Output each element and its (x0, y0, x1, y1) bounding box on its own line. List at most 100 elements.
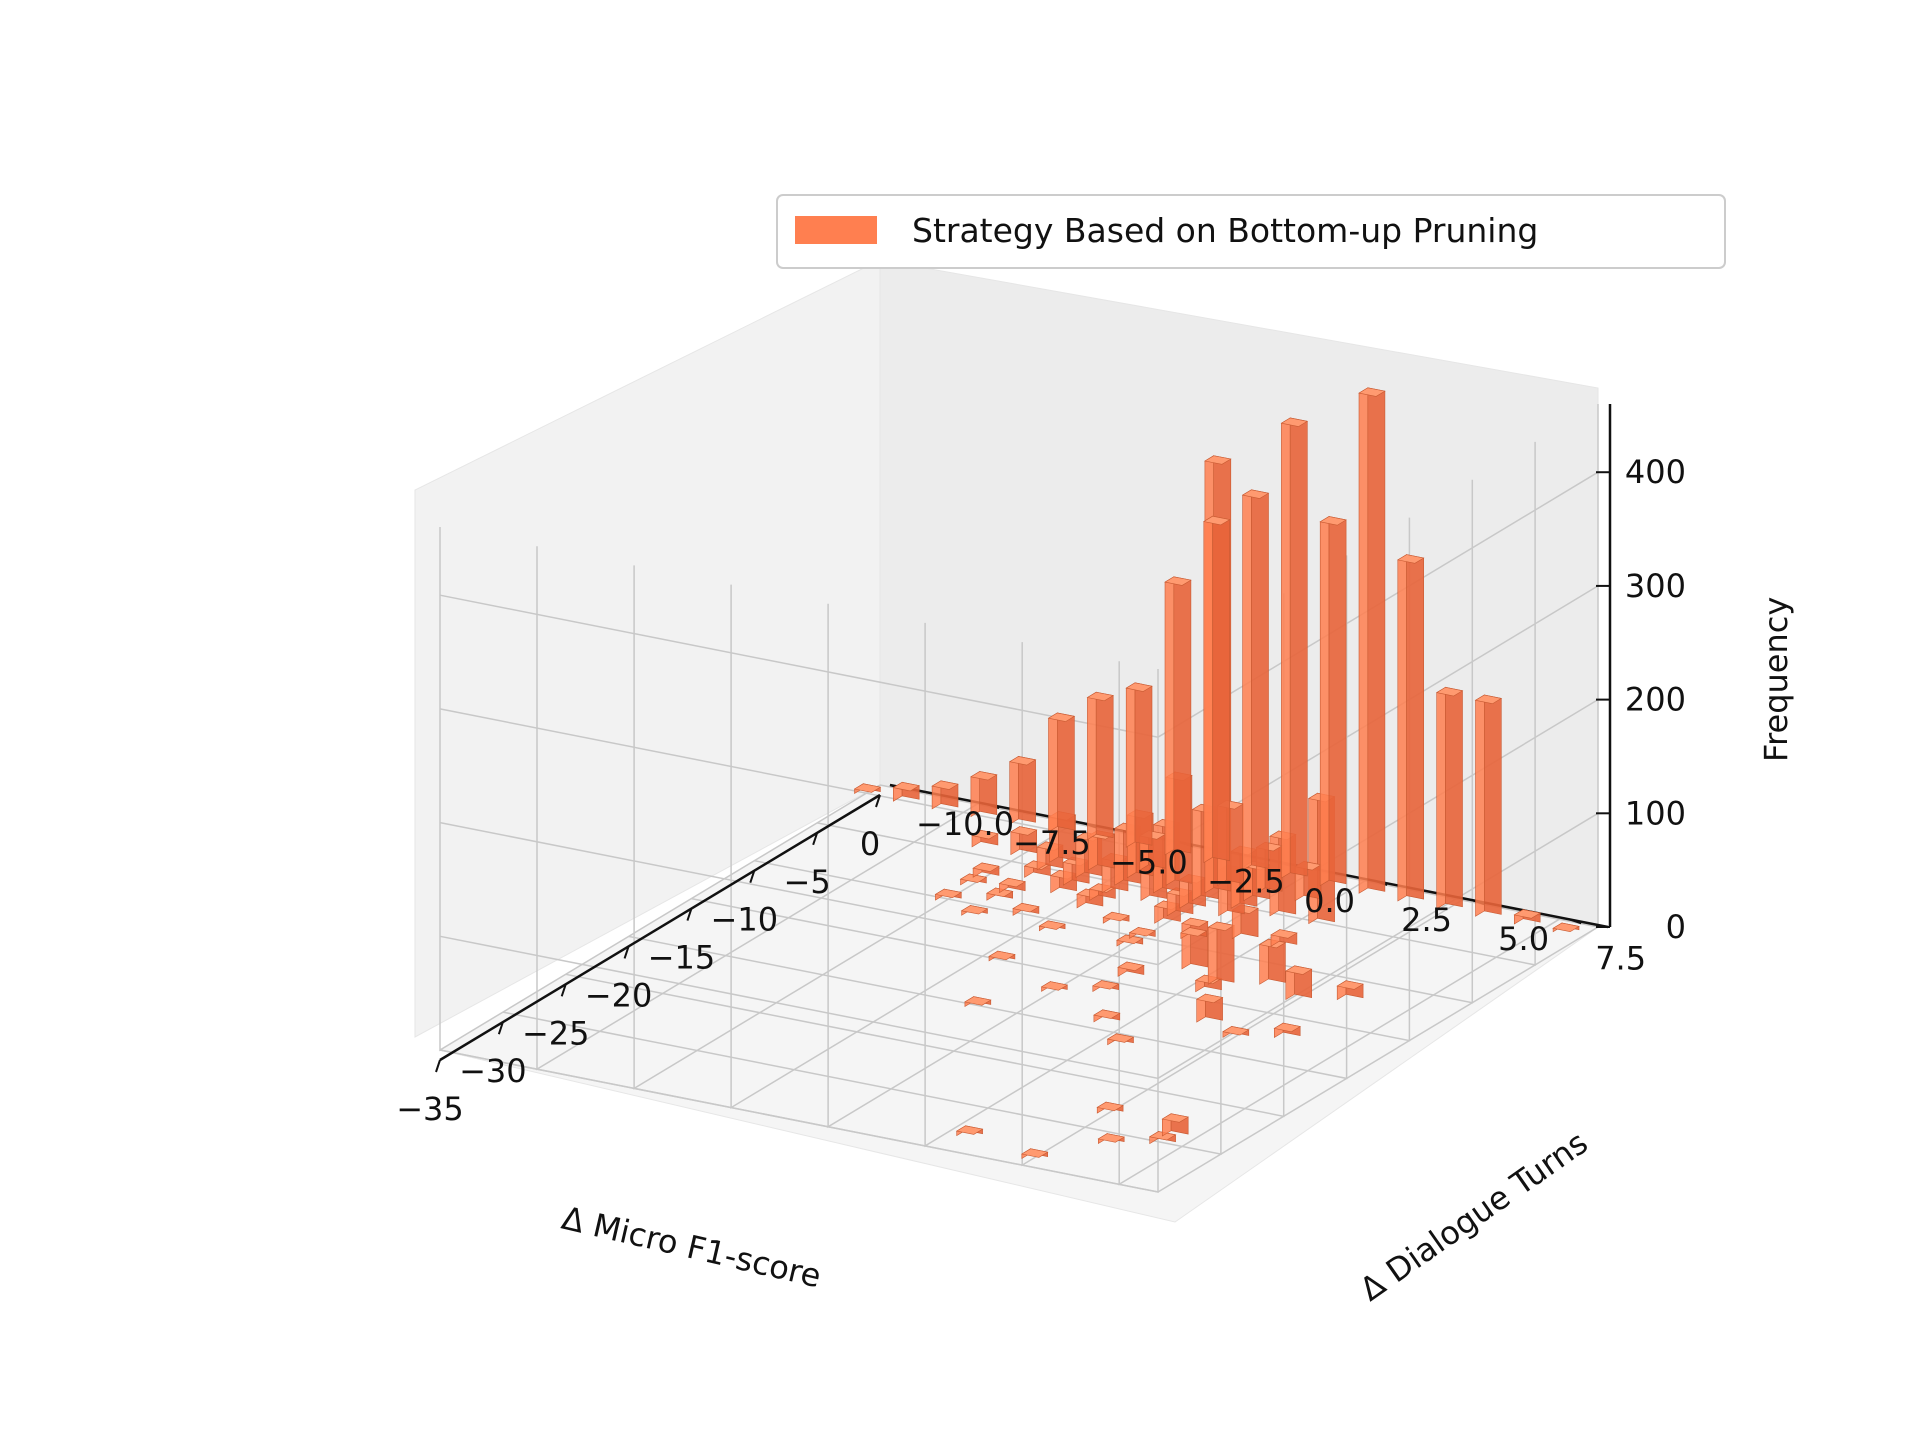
grid-line-z (439, 471, 1599, 738)
bar-face-top (1181, 917, 1209, 928)
bar-face-top (970, 771, 998, 781)
bar-face-right (1057, 712, 1075, 831)
legend-label: Strategy Based on Bottom-up Pruning (912, 211, 1538, 250)
bar (1474, 694, 1503, 917)
bar (1284, 965, 1313, 1001)
x-tick-label: −35 (396, 1090, 464, 1128)
bar-face-top (960, 905, 989, 915)
bar-face-top (1040, 981, 1069, 991)
bar-face-left (1319, 515, 1330, 887)
bar-face-top (1096, 1101, 1124, 1112)
bar-face-left (1048, 712, 1058, 833)
bar (1270, 929, 1298, 947)
bar (1117, 961, 1145, 977)
bar-face-top (1012, 902, 1040, 913)
bar-face-top (1009, 826, 1038, 836)
bar (1273, 1022, 1302, 1039)
bar-face-left (1281, 417, 1291, 879)
x-axis-line (439, 793, 881, 1062)
bar-face-top (1161, 1113, 1190, 1123)
y-axis-label: Δ Dialogue Turns (1353, 1123, 1595, 1308)
bar (1358, 387, 1386, 894)
bar-face-top (1513, 909, 1542, 919)
x-tick-mark (435, 1059, 441, 1073)
bar (1202, 515, 1231, 864)
bar-face-right (1173, 576, 1192, 854)
bar-face-top (1204, 455, 1232, 465)
bar-face-top (1474, 694, 1503, 705)
bar (853, 783, 882, 795)
bar (960, 904, 989, 916)
bar-face-top (931, 780, 959, 790)
bar-face-top (1093, 1009, 1121, 1019)
x-tick-label: −5 (784, 863, 831, 901)
bar (1008, 755, 1037, 825)
bar (1009, 826, 1038, 856)
bar (934, 888, 963, 901)
bar-face-left (1087, 691, 1097, 841)
legend-swatch (795, 216, 877, 244)
grid-line-z (439, 926, 1599, 1193)
x-tick-mark (812, 832, 819, 846)
bar-face-top (1106, 1033, 1135, 1043)
bar (931, 780, 959, 810)
bar-face-top (1241, 489, 1270, 499)
bar-face-top (1396, 554, 1425, 564)
bars (853, 387, 1580, 1160)
bar (1195, 993, 1224, 1023)
bar (1179, 927, 1208, 940)
x-tick-mark (623, 946, 630, 959)
bar (1128, 926, 1157, 939)
bar (1106, 1033, 1135, 1046)
y-tick-label: −10.0 (916, 805, 1014, 843)
bar-face-top (1086, 691, 1115, 702)
bar-face-left (1207, 921, 1218, 985)
bar (988, 950, 1016, 962)
bar-face-top (1097, 1133, 1126, 1143)
bar-face-top (1038, 920, 1066, 930)
bar-face-top (934, 888, 963, 899)
bar-face-left (1358, 387, 1369, 894)
bar-face-top (1116, 934, 1144, 945)
bar (1258, 938, 1287, 985)
x-tick-mark (749, 870, 756, 884)
bar (1097, 1133, 1126, 1145)
bar (1319, 515, 1347, 887)
bar (1040, 981, 1069, 992)
bar-face-left (1475, 694, 1485, 917)
z-tick-label: 400 (1625, 453, 1686, 491)
bar-face-right (1406, 554, 1424, 900)
bar-face-top (1102, 911, 1130, 922)
bar-face-right (1018, 756, 1036, 823)
bar-face-top (1164, 576, 1192, 586)
bar (1125, 682, 1153, 848)
y-tick-label: −5.0 (1110, 843, 1188, 881)
bar-face-right (1289, 417, 1308, 877)
bar-face-top (1020, 1148, 1049, 1158)
bar-face-top (1125, 682, 1153, 692)
x-tick-label: 0 (860, 825, 880, 863)
bar (1280, 417, 1309, 879)
bar-face-right (1484, 694, 1502, 915)
bar (1552, 922, 1580, 933)
bar (1222, 1025, 1250, 1038)
bar-face-top (892, 781, 921, 792)
bar-face-top (988, 950, 1016, 961)
bar-face-left (1192, 803, 1202, 902)
bar-face-top (955, 1125, 984, 1135)
z-axis-label: Frequency (1757, 597, 1795, 762)
bar (964, 996, 992, 1008)
bar-face-top (1222, 1026, 1250, 1036)
y-tick-label: 7.5 (1595, 939, 1646, 977)
bar-face-left (1397, 554, 1407, 902)
bar-face-top (1195, 993, 1224, 1004)
x-tick-mark (686, 908, 693, 921)
y-tick-label: 5.0 (1498, 920, 1549, 958)
bar (1038, 920, 1066, 932)
x-tick-label: −30 (459, 1052, 527, 1090)
bar (1020, 1148, 1049, 1160)
bar-face-top (1358, 387, 1386, 397)
bar (1091, 980, 1120, 993)
bar-face-top (964, 996, 992, 1006)
